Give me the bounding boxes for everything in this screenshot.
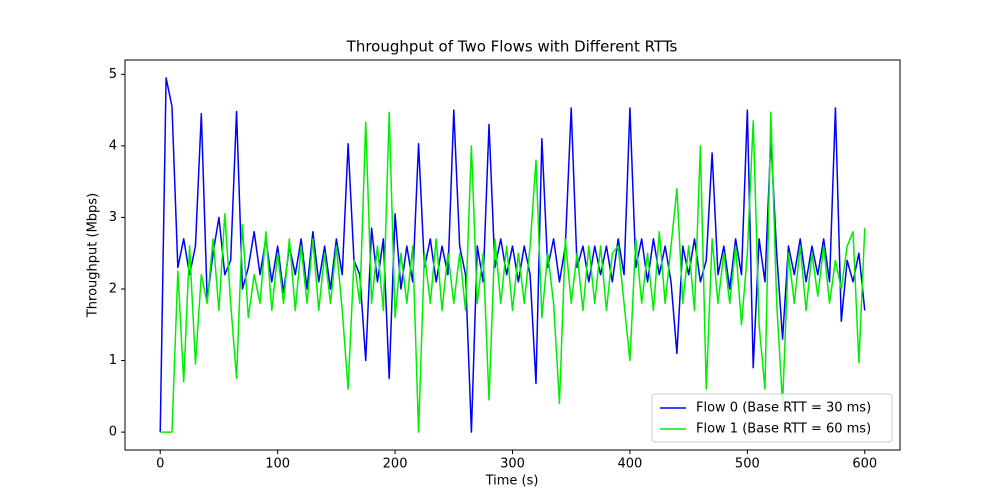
y-tick-label: 2 xyxy=(109,281,117,296)
series-line xyxy=(159,77,866,433)
y-tick-label: 1 xyxy=(109,353,117,368)
legend-label: Flow 0 (Base RTT = 30 ms) xyxy=(696,401,871,416)
chart-title: Throughput of Two Flows with Different R… xyxy=(346,38,678,56)
y-axis-label: Throughput (Mbps) xyxy=(86,193,101,318)
x-axis-label: Time (s) xyxy=(485,474,539,489)
legend-box xyxy=(651,393,893,443)
series-line xyxy=(160,111,866,433)
x-tick-label: 600 xyxy=(852,457,877,472)
x-tick-label: 100 xyxy=(265,457,290,472)
y-tick-label: 3 xyxy=(109,210,117,225)
x-tick-label: 200 xyxy=(383,457,408,472)
plot-frame xyxy=(124,59,901,451)
x-tick-label: 300 xyxy=(500,457,525,472)
y-tick-label: 0 xyxy=(109,425,117,440)
y-tick-label: 4 xyxy=(109,138,117,153)
x-tick-label: 0 xyxy=(156,457,164,472)
legend-label: Flow 1 (Base RTT = 60 ms) xyxy=(696,422,871,437)
y-tick-label: 5 xyxy=(109,67,117,82)
x-tick-label: 500 xyxy=(735,457,760,472)
x-tick-label: 400 xyxy=(618,457,643,472)
